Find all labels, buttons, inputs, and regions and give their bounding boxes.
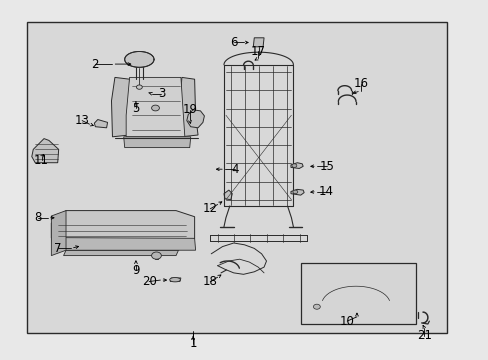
Polygon shape: [32, 139, 59, 163]
Polygon shape: [123, 137, 190, 148]
Polygon shape: [51, 238, 195, 250]
Circle shape: [151, 105, 159, 111]
Text: 14: 14: [319, 185, 333, 198]
Text: 18: 18: [203, 275, 217, 288]
Text: 21: 21: [416, 329, 431, 342]
Polygon shape: [186, 110, 204, 128]
Text: 9: 9: [132, 264, 140, 276]
Text: 3: 3: [157, 87, 165, 100]
Text: 12: 12: [203, 202, 217, 215]
Polygon shape: [180, 77, 198, 137]
Polygon shape: [253, 38, 264, 47]
Polygon shape: [94, 120, 107, 128]
Polygon shape: [111, 77, 131, 137]
Text: 11: 11: [34, 154, 49, 167]
Text: 5: 5: [132, 102, 140, 114]
Circle shape: [151, 252, 161, 259]
Polygon shape: [290, 163, 303, 168]
Text: 17: 17: [250, 45, 265, 58]
Polygon shape: [124, 51, 154, 67]
Text: 4: 4: [230, 163, 238, 176]
Text: 19: 19: [182, 103, 197, 116]
Text: 6: 6: [229, 36, 237, 49]
Text: 20: 20: [142, 275, 156, 288]
Circle shape: [313, 304, 320, 309]
Polygon shape: [290, 189, 304, 195]
Bar: [300, 263, 415, 324]
Polygon shape: [309, 281, 402, 317]
Ellipse shape: [169, 278, 180, 282]
Text: 7: 7: [54, 242, 61, 255]
Circle shape: [136, 85, 142, 89]
Circle shape: [292, 190, 297, 194]
Text: 16: 16: [353, 77, 367, 90]
Polygon shape: [51, 211, 66, 256]
Polygon shape: [224, 190, 232, 200]
Polygon shape: [170, 278, 181, 282]
Text: 10: 10: [339, 315, 354, 328]
Text: 13: 13: [75, 114, 89, 127]
Bar: [27, 22, 447, 333]
Text: 2: 2: [91, 58, 99, 71]
Polygon shape: [63, 250, 178, 256]
Text: 1: 1: [189, 337, 197, 350]
Polygon shape: [51, 211, 194, 250]
Polygon shape: [126, 77, 184, 137]
Circle shape: [291, 164, 296, 167]
Text: 15: 15: [319, 160, 333, 173]
Text: 8: 8: [34, 211, 42, 224]
